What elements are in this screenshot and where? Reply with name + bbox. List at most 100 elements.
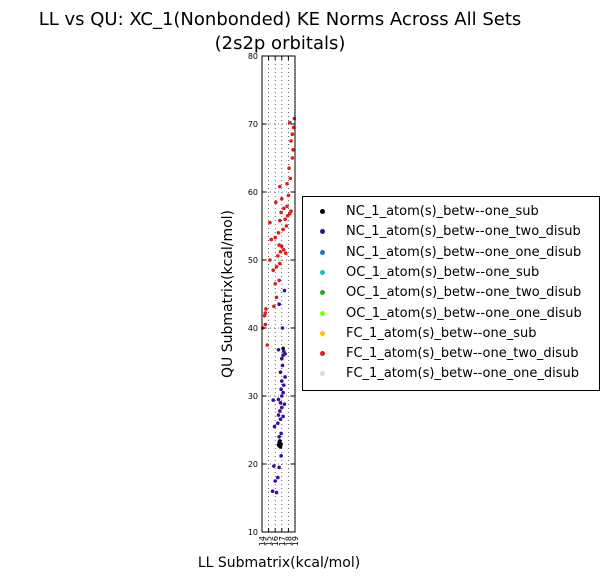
data-point <box>280 379 284 383</box>
legend-label: FC_1_atom(s)_betw--one_one_disub <box>346 366 580 382</box>
data-point <box>277 465 281 470</box>
data-point <box>287 120 292 125</box>
data-point <box>274 295 279 300</box>
legend-label: NC_1_atom(s)_betw--one_sub <box>346 204 539 219</box>
data-point <box>280 326 285 330</box>
data-point <box>276 413 281 417</box>
legend-entry: FC_1_atom(s)_betw--one_one_disub <box>303 365 599 383</box>
legend-marker <box>320 330 325 336</box>
data-point <box>278 401 283 405</box>
data-point <box>274 265 279 269</box>
data-point <box>280 197 284 201</box>
data-point <box>279 454 283 458</box>
legend-entry: FC_1_atom(s)_betw--one_sub <box>303 325 599 343</box>
data-point <box>282 402 287 406</box>
legend-label: OC_1_atom(s)_betw--one_two_disub <box>346 285 582 301</box>
data-point <box>273 282 278 286</box>
y-tick-label: 70 <box>248 120 258 129</box>
data-point <box>276 475 280 480</box>
legend-marker <box>320 371 325 377</box>
data-point <box>280 356 284 361</box>
y-tick-label: 30 <box>248 392 258 401</box>
x-tick-label: 18 <box>284 536 293 546</box>
legend-marker <box>320 249 325 255</box>
legend-marker <box>320 269 325 275</box>
data-point <box>274 200 278 204</box>
data-point <box>278 218 282 223</box>
legend-label: OC_1_atom(s)_betw--one_sub <box>346 264 540 280</box>
y-tick-label: 50 <box>248 256 258 265</box>
data-point <box>280 244 284 249</box>
data-point <box>282 288 287 293</box>
data-point <box>268 220 272 225</box>
data-point <box>274 490 279 495</box>
legend-marker <box>320 229 325 235</box>
data-point <box>280 394 284 398</box>
data-point <box>268 258 272 262</box>
data-point <box>272 464 276 468</box>
data-point <box>271 398 276 402</box>
data-point <box>291 148 295 152</box>
y-tick-label: 20 <box>248 460 258 469</box>
data-point <box>278 370 283 375</box>
data-point <box>278 417 283 421</box>
data-point <box>278 409 282 413</box>
data-point <box>289 139 293 143</box>
data-point <box>283 217 287 221</box>
data-point <box>278 184 282 189</box>
data-point <box>272 424 277 429</box>
data-point <box>281 390 285 395</box>
legend-label: FC_1_atom(s)_betw--one_sub <box>346 325 537 341</box>
data-point <box>288 176 293 181</box>
data-point <box>283 352 287 356</box>
data-point <box>281 248 286 252</box>
y-axis-label: QU Submatrix(kcal/mol) <box>220 210 236 378</box>
legend-entry: OC_1_atom(s)_betw--one_two_disub <box>303 284 599 302</box>
y-tick-label: 40 <box>248 324 258 333</box>
data-point <box>276 347 281 352</box>
legend-marker <box>320 209 325 214</box>
legend-entry: NC_1_atom(s)_betw--one_one_disub <box>303 244 599 262</box>
data-point <box>289 209 293 213</box>
legend-entry: OC_1_atom(s)_betw--one_one_disub <box>303 305 599 323</box>
data-point <box>276 254 280 258</box>
data-point <box>277 278 281 283</box>
data-point <box>283 375 287 379</box>
data-point <box>281 227 285 232</box>
data-point <box>281 414 285 419</box>
data-point <box>271 268 276 273</box>
y-tick-label: 80 <box>248 52 258 61</box>
data-point <box>278 439 282 443</box>
legend-label: FC_1_atom(s)_betw--one_two_disub <box>346 346 579 362</box>
grid <box>262 56 295 532</box>
x-tick-label: 14 <box>258 536 267 546</box>
data-point <box>262 313 267 318</box>
data-point <box>278 250 283 254</box>
data-point <box>281 349 286 353</box>
data-point <box>281 346 285 351</box>
data-point <box>280 363 285 368</box>
legend-marker <box>320 351 325 357</box>
data-point <box>273 235 278 240</box>
legend-label: NC_1_atom(s)_betw--one_one_disub <box>346 244 582 260</box>
data-point <box>284 224 289 228</box>
data-point <box>273 479 278 483</box>
data-point <box>278 445 283 449</box>
legend: NC_1_atom(s)_betw--one_sub NC_1_atom(s)_b… <box>302 196 600 391</box>
data-point <box>277 435 281 439</box>
data-point <box>276 397 281 402</box>
data-point <box>286 193 291 198</box>
y-tick-label: 60 <box>248 188 258 197</box>
x-tick-label: 19 <box>291 536 300 546</box>
legend-label: NC_1_atom(s)_betw--one_two_disub <box>346 224 581 240</box>
data-point <box>279 210 283 215</box>
legend-marker <box>320 290 325 296</box>
data-point <box>281 206 286 211</box>
data-point <box>279 387 283 392</box>
data-point <box>277 302 281 307</box>
data-point <box>265 343 270 347</box>
legend-entry: NC_1_atom(s)_betw--one_two_disub <box>303 223 599 241</box>
data-points <box>260 116 297 495</box>
